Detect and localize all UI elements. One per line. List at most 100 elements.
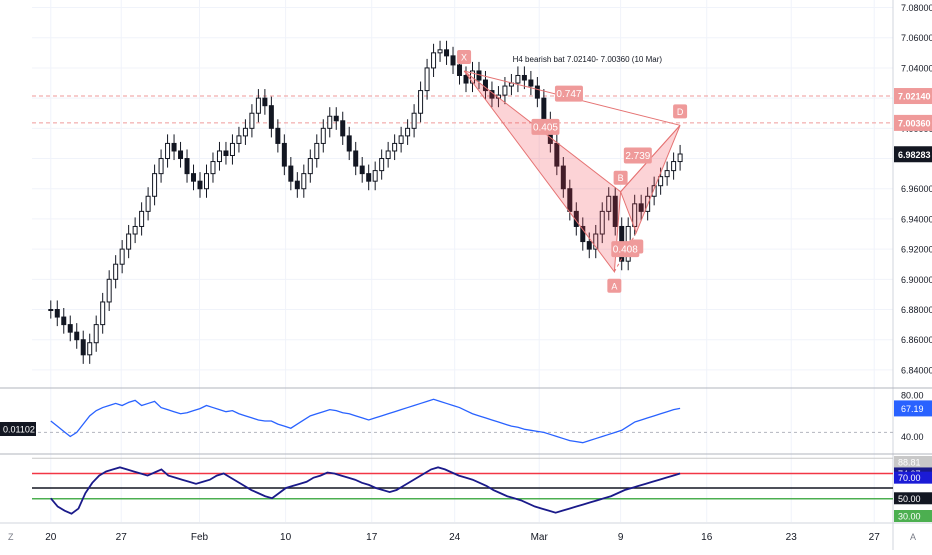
- candle-body: [314, 142, 320, 160]
- candle-body: [515, 74, 521, 84]
- pane2-tag-box: [894, 510, 932, 522]
- x-tick-label: 9: [618, 532, 624, 543]
- candle-body: [560, 165, 566, 190]
- candle-body: [463, 74, 469, 84]
- candle-body: [281, 142, 287, 167]
- candle-body: [372, 170, 378, 182]
- candle-body: [249, 112, 255, 129]
- candle-body: [242, 127, 248, 137]
- candle-body: [171, 142, 177, 152]
- x-tick-label: 24: [449, 532, 461, 543]
- candle-body: [495, 94, 501, 99]
- candle-body: [106, 278, 112, 303]
- candle-body: [262, 97, 268, 107]
- candle-body: [632, 203, 638, 227]
- candle-body: [638, 203, 644, 212]
- candle-body: [580, 225, 586, 243]
- pane1-value-label: 67.19: [901, 404, 924, 414]
- candle-body: [664, 170, 670, 178]
- y-tick-label: 6.94000: [901, 214, 932, 224]
- candle-body: [48, 309, 54, 312]
- candle-body: [113, 263, 119, 280]
- candle-body: [521, 74, 527, 81]
- candle-body: [418, 90, 424, 114]
- candle-body: [184, 158, 190, 175]
- candle-body: [411, 112, 417, 129]
- candle-body: [437, 49, 443, 54]
- price-tag-box: [894, 88, 932, 105]
- candle-body: [424, 67, 430, 92]
- pane1-tick-label: 80.00: [901, 391, 924, 401]
- y-tick-label: 7.08000: [901, 3, 932, 13]
- ratio-box: [531, 118, 560, 135]
- candle-body: [54, 309, 60, 318]
- pane1-left-tag: [0, 422, 36, 436]
- pane2-tag-box: [894, 492, 932, 505]
- candle-body: [294, 180, 300, 190]
- pattern-point-label: X: [461, 52, 467, 62]
- x-tick-label: 20: [45, 532, 57, 543]
- candle-body: [87, 342, 93, 356]
- time-axis: 20 27 Feb 10 17 24 Mar 9 16 23 27 Z A: [0, 522, 932, 543]
- y-tick-label: 6.86000: [901, 335, 932, 345]
- pattern-ac-line: [613, 232, 637, 273]
- pane2-tag-box: [894, 471, 932, 484]
- ratio-box: [623, 147, 652, 164]
- pane2-tag-label: 50.00: [898, 494, 921, 504]
- candle-body: [346, 135, 352, 152]
- price-tag-label: 6.98283: [898, 150, 931, 160]
- candle-body: [61, 316, 67, 326]
- candle-body: [567, 188, 573, 212]
- x-tick-label: Mar: [531, 532, 549, 543]
- y-tick-label: 6.92000: [901, 245, 932, 255]
- candle-body: [210, 161, 216, 175]
- x-tick-label: 27: [869, 532, 881, 543]
- ratio-label: 2.739: [625, 151, 650, 162]
- candle-body: [353, 150, 359, 167]
- candle-body: [586, 241, 592, 250]
- y-tick-label: 7.04000: [901, 63, 932, 73]
- rsi-pane: 80.00 40.00 67.19 0.01102: [0, 391, 932, 444]
- ratio-box: [611, 241, 640, 258]
- candle-body: [229, 142, 235, 157]
- pane2-tag-box: [894, 456, 932, 468]
- candle-body: [152, 173, 158, 197]
- candle-body: [392, 142, 398, 152]
- candle-body: [340, 120, 346, 137]
- pattern-point-box: [673, 104, 688, 119]
- x-tick-label: Feb: [191, 532, 209, 543]
- candle-body: [100, 301, 106, 326]
- candle-body: [606, 195, 612, 212]
- x-tick-label: 16: [701, 532, 713, 543]
- candle-body: [457, 64, 463, 76]
- x-tick-label: 23: [786, 532, 798, 543]
- pane2-tag-label: 88.81: [898, 458, 921, 468]
- candle-body: [255, 97, 261, 114]
- candle-body: [333, 115, 339, 122]
- candle-body: [223, 150, 229, 157]
- axis-corner-right: A: [910, 532, 916, 542]
- pattern-point-box: [457, 49, 472, 64]
- candle-body: [599, 210, 605, 235]
- pattern-point-label: B: [618, 173, 624, 183]
- x-tick-label: 27: [116, 532, 128, 543]
- candle-body: [593, 233, 599, 250]
- pattern-point-box: [607, 278, 622, 293]
- candle-body: [677, 153, 683, 163]
- pattern-annotation: H4 bearish bat 7.02140- 7.00360 (10 Mar): [513, 55, 663, 64]
- pattern-point-label: A: [611, 281, 617, 291]
- candle-body: [288, 165, 294, 182]
- pane1-tick-label: 40.00: [901, 432, 924, 442]
- candle-body: [327, 115, 333, 129]
- y-tick-label: 6.96000: [901, 184, 932, 194]
- candle-body: [132, 225, 138, 235]
- pane1-line: [50, 398, 681, 444]
- candle-body: [216, 150, 222, 163]
- x-tick-label: 10: [280, 532, 292, 543]
- pattern-point-box: [613, 170, 628, 185]
- price-tag-label: 7.02140: [898, 92, 931, 102]
- y-tick-label: 7.06000: [901, 33, 932, 43]
- candle-body: [651, 185, 657, 197]
- price-tag-label: 7.00360: [898, 118, 931, 128]
- candle-body: [275, 127, 281, 144]
